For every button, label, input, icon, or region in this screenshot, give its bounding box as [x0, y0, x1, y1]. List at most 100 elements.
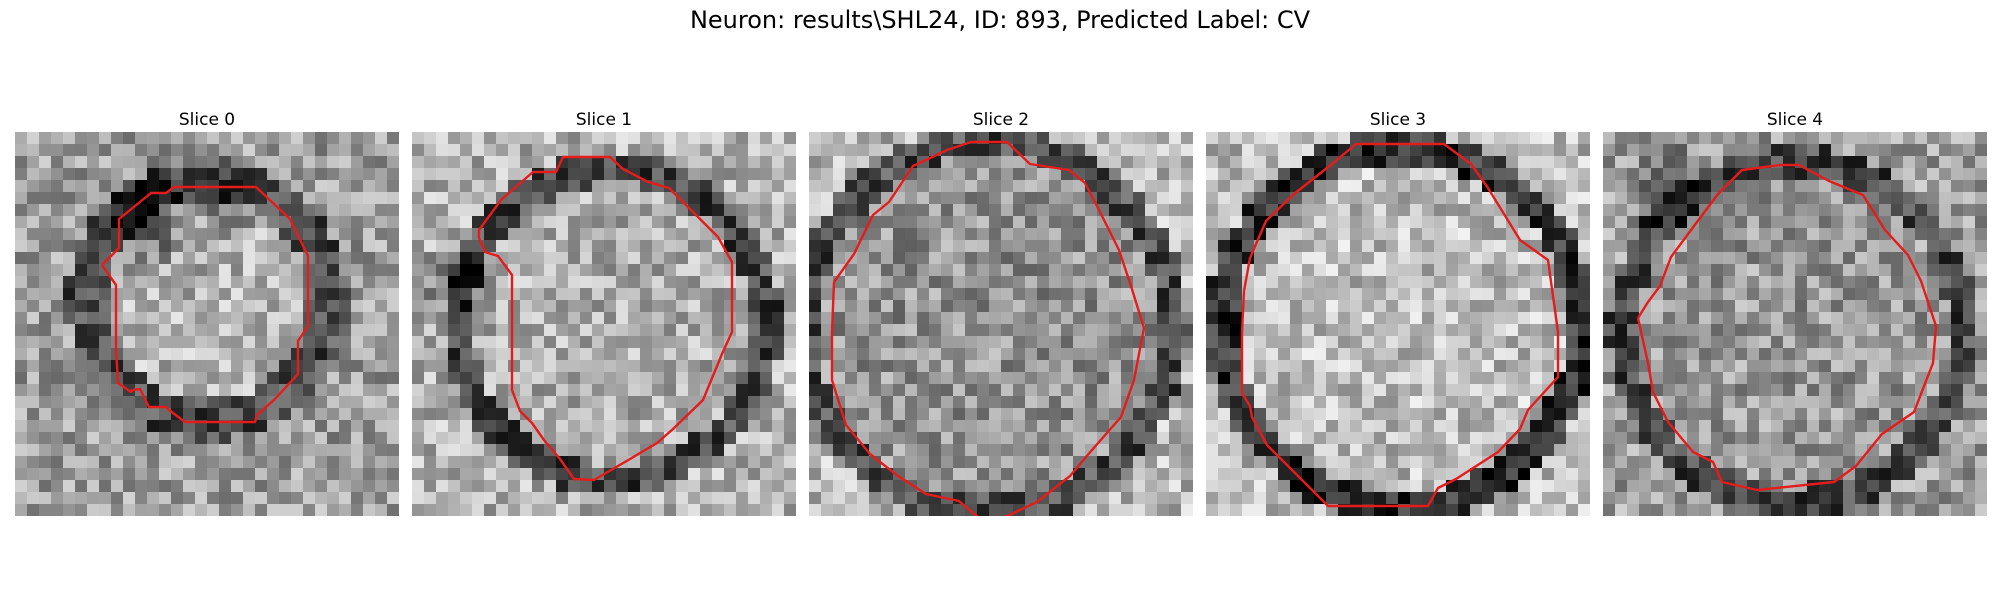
pixel: [616, 216, 628, 228]
pixel: [1362, 300, 1374, 312]
pixel: [255, 396, 267, 408]
pixel: [147, 324, 159, 336]
pixel: [1013, 312, 1025, 324]
pixel: [1542, 360, 1554, 372]
pixel: [195, 132, 207, 144]
pixel: [1350, 360, 1362, 372]
pixel: [953, 252, 965, 264]
pixel: [833, 312, 845, 324]
pixel: [676, 216, 688, 228]
pixel: [1326, 228, 1338, 240]
pixel: [1001, 192, 1013, 204]
pixel: [460, 504, 472, 516]
pixel: [1446, 204, 1458, 216]
pixel: [1266, 276, 1278, 288]
pixel: [724, 456, 736, 468]
pixel: [1326, 480, 1338, 492]
pixel: [1338, 372, 1350, 384]
pixel: [1615, 396, 1627, 408]
pixel: [809, 492, 821, 504]
pixel: [736, 312, 748, 324]
pixel: [1963, 396, 1975, 408]
pixel: [1434, 468, 1446, 480]
pixel: [436, 300, 448, 312]
pixel: [448, 408, 460, 420]
pixel: [929, 444, 941, 456]
pixel: [1578, 228, 1590, 240]
pixel: [111, 276, 123, 288]
pixel: [724, 180, 736, 192]
pixel: [1843, 324, 1855, 336]
pixel: [484, 456, 496, 468]
pixel: [1410, 456, 1422, 468]
pixel: [135, 444, 147, 456]
pixel: [809, 228, 821, 240]
pixel: [1350, 288, 1362, 300]
pixel: [243, 288, 255, 300]
pixel: [1627, 144, 1639, 156]
pixel: [821, 180, 833, 192]
pixel: [1206, 132, 1218, 144]
pixel: [905, 180, 917, 192]
pixel: [15, 324, 27, 336]
pixel: [351, 132, 363, 144]
pixel: [821, 396, 833, 408]
pixel: [760, 156, 772, 168]
pixel: [1771, 336, 1783, 348]
pixel: [881, 144, 893, 156]
pixel: [881, 228, 893, 240]
pixel: [1278, 348, 1290, 360]
pixel: [1566, 288, 1578, 300]
pixel: [640, 300, 652, 312]
pixel: [1759, 384, 1771, 396]
pixel: [1807, 396, 1819, 408]
pixel: [267, 432, 279, 444]
pixel: [1230, 180, 1242, 192]
pixel: [712, 204, 724, 216]
pixel: [712, 180, 724, 192]
pixel: [448, 420, 460, 432]
pixel: [1903, 444, 1915, 456]
pixel: [1254, 348, 1266, 360]
pixel: [387, 276, 399, 288]
pixel: [1157, 420, 1169, 432]
pixel: [436, 228, 448, 240]
pixel: [989, 360, 1001, 372]
pixel: [1867, 372, 1879, 384]
pixel: [1891, 144, 1903, 156]
pixel: [1819, 348, 1831, 360]
pixel: [1181, 408, 1193, 420]
pixel: [1891, 168, 1903, 180]
pixel: [231, 396, 243, 408]
pixel: [436, 144, 448, 156]
pixel: [1013, 492, 1025, 504]
pixel: [893, 264, 905, 276]
pixel: [640, 168, 652, 180]
pixel: [484, 444, 496, 456]
pixel: [279, 396, 291, 408]
pixel: [953, 336, 965, 348]
pixel: [123, 336, 135, 348]
pixel: [1073, 480, 1085, 492]
pixel: [1759, 168, 1771, 180]
pixel: [424, 324, 436, 336]
pixel: [123, 252, 135, 264]
pixel: [1398, 276, 1410, 288]
pixel: [676, 300, 688, 312]
pixel: [147, 216, 159, 228]
pixel: [869, 180, 881, 192]
pixel: [63, 132, 75, 144]
pixel: [977, 336, 989, 348]
pixel: [1506, 504, 1518, 516]
pixel: [1530, 264, 1542, 276]
pixel: [1891, 312, 1903, 324]
pixel: [171, 336, 183, 348]
pixel: [1542, 168, 1554, 180]
pixel: [1927, 192, 1939, 204]
pixel: [1603, 132, 1615, 144]
pixel: [51, 204, 63, 216]
segmentation-contour: [101, 185, 310, 424]
pixel: [1266, 492, 1278, 504]
pixel: [1651, 264, 1663, 276]
pixel: [1687, 396, 1699, 408]
